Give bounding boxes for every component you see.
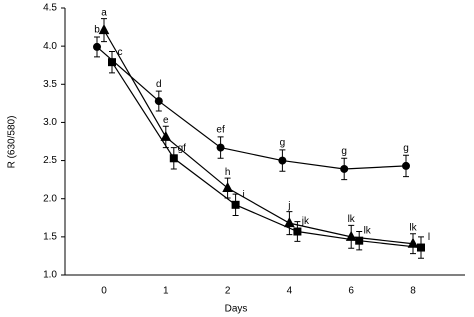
series-line bbox=[111, 61, 422, 249]
marker bbox=[216, 143, 225, 152]
point-label: jk bbox=[301, 216, 310, 227]
marker bbox=[417, 243, 425, 252]
point-label: lk bbox=[348, 214, 356, 225]
point-label: lk bbox=[364, 225, 372, 236]
y-tick-label: 3.0 bbox=[43, 117, 57, 128]
point-label: d bbox=[156, 79, 162, 90]
y-tick-label: 1.5 bbox=[43, 231, 57, 242]
marker bbox=[160, 130, 172, 141]
point-label: ef bbox=[216, 125, 225, 136]
point-label: c bbox=[118, 47, 123, 58]
point-label: l bbox=[428, 232, 430, 243]
marker bbox=[340, 164, 349, 173]
x-tick-label: 1 bbox=[163, 286, 169, 297]
marker bbox=[222, 181, 233, 193]
point-label: g bbox=[403, 143, 409, 154]
y-tick-label: 4.5 bbox=[43, 3, 57, 14]
marker bbox=[98, 24, 110, 35]
marker bbox=[231, 200, 240, 209]
marker bbox=[278, 156, 287, 165]
x-tick-label: 4 bbox=[287, 286, 293, 297]
x-tick-label: 8 bbox=[410, 286, 416, 297]
point-label: g bbox=[341, 146, 347, 157]
point-label: h bbox=[225, 167, 231, 178]
marker bbox=[345, 230, 357, 241]
y-tick-label: 1.0 bbox=[43, 270, 57, 281]
x-tick-label: 6 bbox=[348, 286, 354, 297]
y-tick-label: 3.5 bbox=[43, 79, 57, 90]
marker bbox=[402, 161, 410, 170]
point-label: e bbox=[163, 115, 169, 126]
series-line bbox=[103, 29, 414, 245]
marker bbox=[169, 154, 178, 163]
y-axis-label: R (630/580) bbox=[7, 116, 18, 169]
y-tick-label: 4.0 bbox=[43, 41, 57, 52]
x-tick-label: 2 bbox=[225, 286, 231, 297]
marker bbox=[355, 236, 364, 245]
marker bbox=[284, 217, 295, 228]
point-label: a bbox=[101, 7, 107, 18]
point-label: i bbox=[242, 189, 244, 200]
point-label: b bbox=[94, 25, 100, 36]
point-label: gf bbox=[178, 143, 187, 154]
marker bbox=[93, 42, 101, 51]
x-tick-label: 0 bbox=[101, 286, 107, 297]
point-label: g bbox=[280, 138, 286, 149]
point-label: j bbox=[287, 200, 290, 211]
series-line bbox=[96, 46, 407, 170]
y-tick-label: 2.0 bbox=[43, 193, 57, 204]
y-tick-label: 2.5 bbox=[43, 155, 57, 166]
marker bbox=[108, 58, 116, 67]
x-axis-label: Days bbox=[225, 304, 248, 315]
marker bbox=[293, 227, 302, 236]
point-label: lk bbox=[409, 222, 417, 233]
marker bbox=[154, 97, 163, 106]
